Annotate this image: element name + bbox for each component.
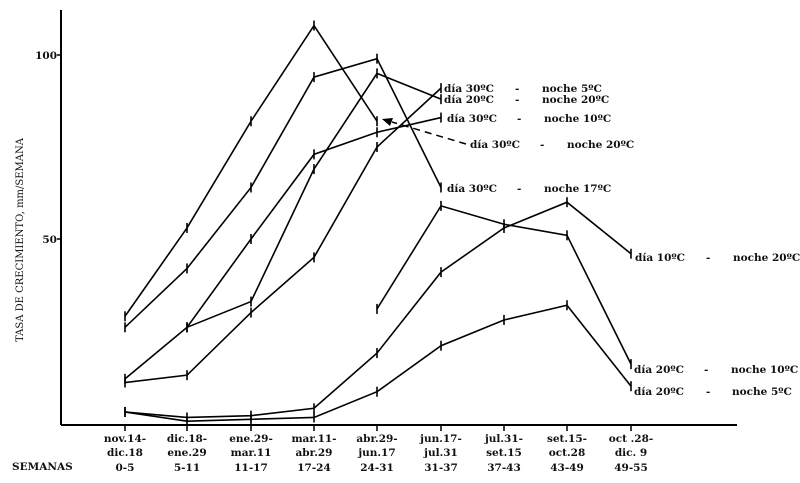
x-tick-label-date-end: jul.31 — [423, 447, 458, 459]
x-tick-label-date-start: nov.14- — [104, 433, 146, 445]
series-line — [124, 57, 442, 328]
series-line — [124, 87, 442, 384]
x-tick-label-weeks: 43-49 — [550, 462, 584, 474]
series-label-day: día 20ºC — [444, 94, 494, 106]
series-label-separator: - — [704, 364, 708, 376]
series-label-separator: - — [706, 386, 710, 398]
axes: 50 100 nov.14- dic.18 0-5 dic.18- ene.29 5-11 en… — [35, 10, 737, 474]
series-label-day: día 30ºC — [447, 183, 497, 195]
x-tick-label-weeks: 17-24 — [297, 462, 331, 474]
series-label-night: noche 20ºC — [567, 139, 634, 151]
x-tick-label-date-start: oct .28- — [609, 433, 654, 445]
series-label-day: día 20ºC — [634, 386, 684, 398]
x-tick-label-date-start: ene.29- — [229, 433, 273, 445]
series-label-night: noche 5ºC — [542, 83, 602, 95]
series-labels: día 30ºC - noche 20ºC día 30ºC - noche 17ºC dí… — [382, 83, 800, 398]
x-tick-label-weeks: 5-11 — [174, 462, 200, 474]
x-tick-label-weeks: 31-37 — [424, 462, 458, 474]
series-label-separator: - — [517, 183, 521, 195]
y-tick-label: 100 — [35, 50, 57, 62]
series-label-separator: - — [706, 252, 710, 264]
x-tick-label-weeks: 24-31 — [360, 462, 394, 474]
x-tick-label-weeks: 11-17 — [234, 462, 268, 474]
x-tick-label-date-end: abr.29 — [296, 447, 333, 459]
x-tick-label-date-start: jul.31- — [484, 433, 523, 445]
x-tick-label-date-end: oct.28 — [549, 447, 586, 459]
series-label-separator: - — [517, 113, 521, 125]
series-label-day: día 10ºC — [635, 252, 685, 264]
series-label-night: noche 10ºC — [544, 113, 611, 125]
arrowhead-icon — [382, 118, 393, 126]
series-line — [124, 201, 632, 419]
series-label-separator: - — [515, 94, 519, 106]
x-tick-label-date-start: jun.17- — [419, 433, 462, 445]
x-tick-label-date-end: set.15 — [486, 447, 522, 459]
x-tick-label-date-start: mar.11- — [291, 433, 336, 445]
x-tick-label-weeks: 0-5 — [116, 462, 135, 474]
series-label-night: noche 5ºC — [732, 386, 792, 398]
series-label-day: día 30ºC — [470, 139, 520, 151]
x-tick-label-weeks: 49-55 — [614, 462, 648, 474]
series-line — [124, 116, 442, 380]
series-line — [124, 304, 632, 422]
x-tick-label-date-start: dic.18- — [167, 433, 207, 445]
y-tick-label: 50 — [42, 234, 57, 246]
dashed-leader-line — [391, 121, 467, 145]
x-tick-label-date-end: ene.29 — [167, 447, 206, 459]
series-label-day: día 20ºC — [634, 364, 684, 376]
series-label-day: día 30ºC — [447, 113, 497, 125]
x-tick-label-date-end: dic. 9 — [615, 447, 647, 459]
series-label-separator: - — [515, 83, 519, 95]
x-tick-label-date-end: dic.18 — [107, 447, 143, 459]
series-lines — [124, 20, 632, 427]
series-label-separator: - — [540, 139, 544, 151]
y-axis-label: TASA DE CRECIMIENTO, mm/SEMANA — [15, 137, 26, 342]
x-tick-label-date-end: mar.11 — [231, 447, 272, 459]
x-tick-label-date-start: abr.29- — [356, 433, 397, 445]
x-tick-label-date-start: set.15- — [547, 433, 587, 445]
series-label-day: día 30ºC — [444, 83, 494, 95]
series-label-night: noche 20ºC — [733, 252, 800, 264]
x-axis-weeks-prefix: SEMANAS — [12, 461, 73, 473]
series-label-night: noche 10ºC — [731, 364, 798, 376]
x-tick-label-date-end: jun.17 — [357, 447, 395, 459]
x-tick-label-weeks: 37-43 — [487, 462, 521, 474]
series-label-night: noche 17ºC — [544, 183, 611, 195]
series-label-night: noche 20ºC — [542, 94, 609, 106]
